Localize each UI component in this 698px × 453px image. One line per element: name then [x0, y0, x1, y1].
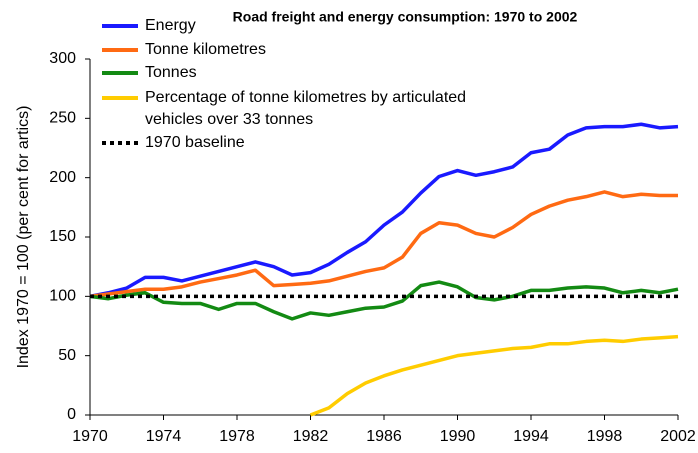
- y-tick-label: 300: [49, 50, 76, 67]
- chart-title: Road freight and energy consumption: 197…: [233, 9, 578, 25]
- x-tick-label: 1986: [366, 428, 402, 445]
- x-tick-label: 1994: [513, 428, 549, 445]
- y-tick-label: 50: [58, 347, 76, 364]
- legend-label: Energy: [145, 17, 196, 34]
- x-tick-label: 1982: [293, 428, 329, 445]
- x-tick-label: 1990: [440, 428, 476, 445]
- x-tick-label: 1998: [587, 428, 623, 445]
- y-tick-label: 200: [49, 169, 76, 186]
- series-line: [89, 280, 679, 321]
- y-tick-label: 250: [49, 110, 76, 127]
- x-tick-label: 1970: [72, 428, 108, 445]
- x-tick-label: 1974: [146, 428, 182, 445]
- y-axis-label: Index 1970 = 100 (per cent for artics): [15, 106, 32, 369]
- series-line: [89, 122, 679, 299]
- x-tick-label: 2002: [660, 428, 696, 445]
- x-tick-label: 1978: [219, 428, 255, 445]
- series-line: [89, 190, 678, 299]
- legend-label: Tonne kilometres: [145, 41, 266, 58]
- legend-label: 1970 baseline: [145, 134, 245, 151]
- y-tick-label: 0: [67, 406, 76, 423]
- series-line: [309, 334, 679, 417]
- legend-label: Tonnes: [145, 64, 197, 81]
- legend-label: Percentage of tonne kilometres by articu…: [145, 89, 467, 128]
- y-tick-label: 150: [49, 228, 76, 245]
- y-tick-label: 100: [49, 288, 76, 305]
